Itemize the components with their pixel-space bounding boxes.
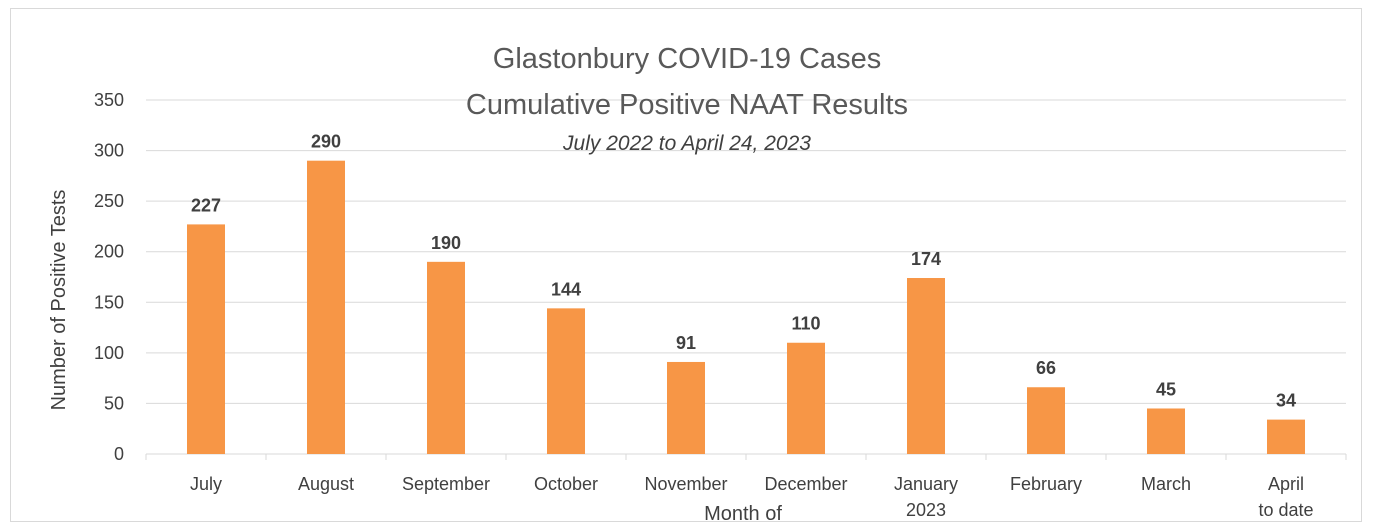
data-label: 91 [676,333,696,353]
chart-subtitle: July 2022 to April 24, 2023 [562,132,811,155]
data-label: 190 [431,233,461,253]
bar [1267,419,1305,454]
bar [427,261,465,454]
x-tick-label: December [764,474,847,494]
chart-title-line2: Cumulative Positive NAAT Results [466,89,908,121]
data-label: 34 [1276,391,1296,411]
y-tick-label: 50 [104,393,124,413]
data-label: 144 [551,279,581,299]
x-tick-label: November [644,474,727,494]
data-label: 45 [1156,379,1176,399]
y-tick-label: 200 [94,242,124,262]
bar [187,224,225,454]
bar [307,160,345,454]
bar [547,308,585,454]
bar [1147,408,1185,454]
y-tick-label: 150 [94,292,124,312]
y-tick-label: 250 [94,191,124,211]
x-tick-label: February [1010,474,1082,494]
x-axis-ticks: July August September October November Decemb… [145,454,1347,520]
data-label: 110 [791,314,820,334]
x-tick-label: January [894,474,958,494]
x-tick-label: October [534,474,598,494]
x-tick-label: September [402,474,490,494]
bar [787,342,825,454]
x-tick-label: April [1268,474,1304,494]
x-axis-label: Month of [704,503,782,525]
chart-title: Glastonbury COVID-19 Cases [493,43,881,75]
bar [1027,387,1065,454]
y-axis-label: Number of Positive Tests [48,190,70,411]
data-labels: 227 290 190 144 91 110 174 66 45 34 [191,132,1296,411]
y-axis-ticks: 0 50 100 150 200 250 300 350 [94,90,124,464]
bar [907,278,945,454]
data-label: 227 [191,195,221,215]
y-tick-label: 350 [94,90,124,110]
bar [667,361,705,454]
x-tick-label: to date [1258,500,1313,520]
x-tick-label: 2023 [906,500,946,520]
y-tick-label: 100 [94,343,124,363]
data-label: 174 [911,249,941,269]
data-label: 290 [311,132,341,152]
x-tick-label: August [298,474,354,494]
y-tick-label: 300 [94,141,124,161]
x-tick-label: March [1141,474,1191,494]
y-tick-label: 0 [114,444,124,464]
data-label: 66 [1036,358,1056,378]
x-tick-label: July [190,474,222,494]
bars [187,160,1305,454]
gridlines [146,99,1346,455]
